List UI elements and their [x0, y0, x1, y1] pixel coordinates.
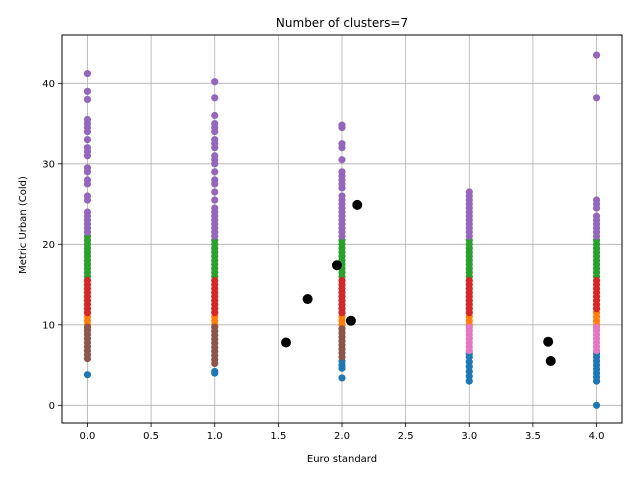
data-points: [83, 51, 601, 409]
cluster-centroids: [281, 199, 556, 367]
cluster-0-point: [211, 367, 219, 376]
y-tick-label: 0: [49, 401, 55, 412]
cluster-4-point: [592, 94, 601, 102]
cluster-4-point: [211, 176, 219, 184]
y-tick-label: 20: [42, 240, 55, 251]
cluster-4-point: [211, 94, 219, 102]
cluster-4-point: [338, 168, 346, 176]
x-tick-label: 2.5: [398, 431, 414, 442]
centroid-point: [543, 336, 554, 347]
cluster-4-point: [83, 95, 92, 103]
centroid-point: [281, 337, 291, 348]
x-tick-label: 0.0: [80, 431, 96, 442]
cluster-4-point: [465, 188, 473, 196]
x-axis-label: Euro standard: [307, 454, 377, 465]
cluster-4-point: [83, 208, 92, 216]
axis-ticks: 0.0 0.5 1.0 1.5 2.0 2.5 3.0 3.5 4.0 0 10 20 30 40: [42, 79, 604, 442]
cluster-3-point: [211, 276, 219, 285]
cluster-4-point: [338, 156, 346, 164]
cluster-4-point: [211, 136, 219, 144]
cluster-4-point: [83, 70, 92, 78]
cluster-4-point: [592, 196, 601, 204]
cluster-4-point: [83, 136, 92, 144]
cluster-3-point: [83, 276, 92, 285]
centroid-point: [352, 199, 363, 210]
cluster-0-point: [83, 371, 92, 379]
cluster-6-point: [592, 323, 601, 331]
centroid-point: [331, 260, 342, 271]
cluster-4-point: [83, 164, 92, 172]
centroid-point: [545, 356, 556, 367]
cluster-4-point: [211, 188, 219, 196]
cluster-4-point: [83, 144, 92, 152]
y-tick-label: 40: [42, 79, 55, 90]
cluster-6-point: [465, 323, 473, 331]
y-tick-label: 30: [42, 159, 55, 170]
cluster-4-point: [211, 196, 219, 204]
chart-title: Number of clusters=7: [276, 16, 408, 30]
x-tick-label: 3.0: [461, 431, 477, 442]
cluster-4-point: [83, 115, 92, 124]
cluster-5-point: [338, 325, 346, 333]
cluster-4-point: [211, 78, 219, 86]
centroid-point: [302, 294, 313, 305]
cluster-4-point: [338, 121, 346, 129]
cluster-4-point: [83, 176, 92, 184]
cluster-3-point: [338, 276, 346, 285]
cluster-4-point: [211, 204, 219, 212]
cluster-4-point: [592, 51, 601, 59]
x-tick-label: 1.0: [207, 431, 223, 442]
cluster-4-point: [211, 111, 219, 120]
cluster-4-point: [338, 140, 346, 148]
x-tick-label: 1.5: [270, 431, 286, 442]
cluster-4-point: [83, 87, 92, 95]
cluster-4-point: [211, 152, 219, 160]
cluster-0-point: [592, 401, 601, 409]
cluster-3-point: [592, 276, 601, 285]
cluster-4-point: [338, 192, 346, 200]
centroid-point: [345, 315, 356, 326]
cluster-4-point: [211, 168, 219, 176]
cluster-0-point: [338, 374, 346, 382]
cluster-4-point: [211, 119, 219, 128]
cluster-5-point: [83, 323, 92, 331]
x-tick-label: 3.5: [525, 431, 541, 442]
y-axis-label: Metric Urban (Cold): [18, 176, 29, 274]
cluster-5-point: [211, 323, 219, 331]
x-tick-label: 4.0: [589, 431, 605, 442]
cluster-4-point: [83, 192, 92, 200]
x-tick-label: 0.5: [143, 431, 159, 442]
y-tick-label: 10: [42, 320, 55, 331]
cluster-4-point: [592, 212, 601, 220]
x-tick-label: 2.0: [334, 431, 350, 442]
cluster-3-point: [465, 276, 473, 285]
